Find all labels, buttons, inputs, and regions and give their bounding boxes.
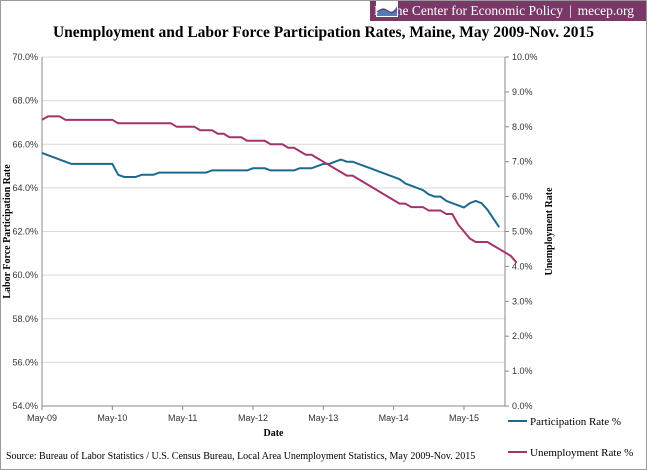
x-tick-label: May-12 [238, 413, 268, 423]
y-left-tick-label: 58.0% [12, 314, 38, 324]
y-left-tick-label: 60.0% [12, 270, 38, 280]
legend-label: Unemployment Rate % [530, 447, 633, 459]
y-right-tick-label: 1.0% [512, 366, 533, 376]
y-right-tick-label: 7.0% [512, 157, 533, 167]
y-right-tick-label: 9.0% [512, 87, 533, 97]
brand-banner: Maine Center for Economic Policy | mecep… [370, 1, 646, 21]
legend-label: Participation Rate % [530, 416, 621, 428]
y-left-tick-label: 54.0% [12, 401, 38, 411]
x-tick-label: May-09 [27, 413, 57, 423]
y-right-tick-label: 10.0% [512, 52, 538, 62]
y-right-tick-label: 3.0% [512, 296, 533, 306]
brand-logo-icon [376, 1, 398, 17]
x-tick-label: May-15 [449, 413, 479, 423]
brand-name: Maine Center for Economic Policy [374, 3, 563, 18]
y-right-tick-label: 4.0% [512, 261, 533, 271]
series-line-participation [41, 152, 500, 228]
brand-separator: | [568, 3, 572, 18]
x-tick-label: May-10 [97, 413, 127, 423]
y-left-tick-label: 62.0% [12, 227, 38, 237]
series-line-unemployment [41, 115, 518, 264]
y-right-tick-label: 8.0% [512, 122, 533, 132]
y-left-tick-label: 66.0% [12, 139, 38, 149]
y-right-tick-label: 6.0% [512, 192, 533, 202]
x-tick-label: May-14 [379, 413, 409, 423]
brand-site: mecep.org [577, 3, 635, 18]
source-note: Source: Bureau of Labor Statistics / U.S… [6, 451, 476, 462]
chart-title: Unemployment and Labor Force Participati… [52, 24, 595, 41]
y-left-tick-label: 64.0% [12, 183, 38, 193]
y-right-tick-label: 0.0% [512, 401, 533, 411]
y-left-axis-title: Labor Force Participation Rate [2, 164, 13, 299]
x-tick-label: May-11 [168, 413, 197, 423]
y-right-axis-title: Unemployment Rate [544, 187, 555, 276]
x-tick-label: May-13 [308, 413, 338, 423]
y-left-tick-label: 70.0% [12, 52, 38, 62]
y-left-tick-label: 56.0% [12, 357, 38, 367]
y-right-tick-label: 2.0% [512, 331, 533, 341]
y-left-tick-label: 68.0% [12, 96, 38, 106]
x-axis-title: Date [264, 428, 285, 439]
y-right-tick-label: 5.0% [512, 227, 533, 237]
